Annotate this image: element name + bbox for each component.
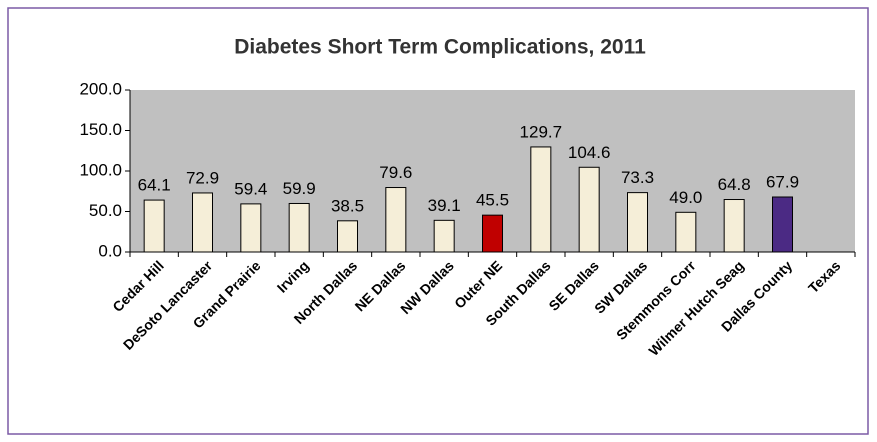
bar xyxy=(675,211,697,253)
bar xyxy=(530,146,552,253)
bar xyxy=(482,214,503,253)
bar xyxy=(627,192,648,253)
y-tick-label: 200.0 xyxy=(79,79,122,98)
bar xyxy=(578,166,600,253)
data-label: 64.1 xyxy=(138,176,171,195)
bar xyxy=(143,199,165,253)
y-tick-label: 50.0 xyxy=(89,201,122,220)
data-label: 64.8 xyxy=(718,175,751,194)
data-label: 67.9 xyxy=(766,172,799,191)
bar xyxy=(288,202,310,253)
bar xyxy=(337,220,358,253)
data-label: 59.9 xyxy=(283,179,316,198)
bar xyxy=(192,192,213,253)
data-label: 104.6 xyxy=(568,143,611,162)
y-tick-label: 0.0 xyxy=(98,241,122,260)
y-tick-label: 100.0 xyxy=(79,160,122,179)
bar xyxy=(240,203,262,253)
data-label: 73.3 xyxy=(621,168,654,187)
bar xyxy=(772,196,793,253)
data-label: 38.5 xyxy=(331,196,364,215)
data-label: 79.6 xyxy=(379,163,412,182)
y-tick-label: 150.0 xyxy=(79,120,122,139)
data-label: 39.1 xyxy=(428,196,461,215)
bar xyxy=(433,219,455,253)
data-label: 72.9 xyxy=(186,168,219,187)
data-label: 129.7 xyxy=(520,122,563,141)
bar xyxy=(385,187,407,253)
bar xyxy=(723,199,745,253)
data-label: 49.0 xyxy=(669,188,702,207)
chart-title: Diabetes Short Term Complications, 2011 xyxy=(234,36,646,59)
data-label: 45.5 xyxy=(476,191,509,210)
data-label: 59.4 xyxy=(234,179,267,198)
